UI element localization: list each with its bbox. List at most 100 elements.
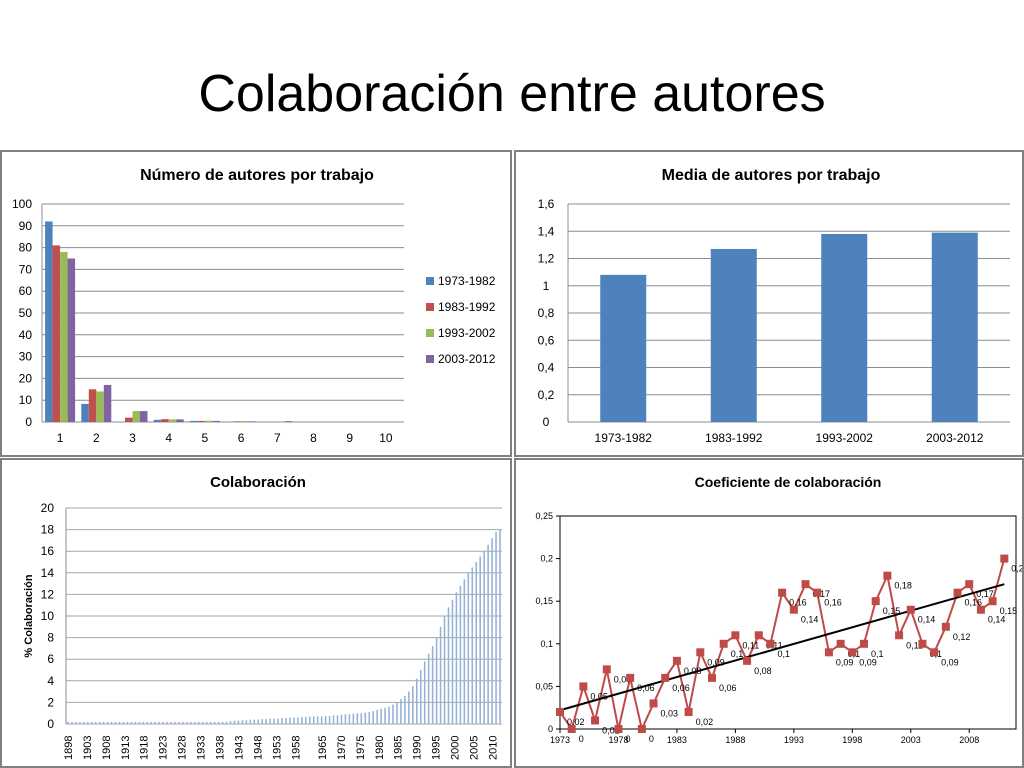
bar bbox=[241, 720, 244, 724]
bar bbox=[320, 716, 323, 724]
data-label: 0,18 bbox=[894, 581, 912, 591]
bar bbox=[79, 721, 81, 724]
bar bbox=[237, 720, 240, 724]
y-tick-label: 18 bbox=[41, 523, 55, 537]
bar bbox=[293, 717, 295, 724]
collaboration-chart: Colaboración 0 2 4 6 8 10 12 14 16 18 20 % Colaborac… bbox=[23, 474, 502, 760]
bar bbox=[483, 551, 485, 724]
x-tick-label: 2 bbox=[93, 431, 100, 445]
data-label: 0,07 bbox=[614, 674, 632, 684]
y-tick-label: 2 bbox=[47, 695, 54, 709]
bar bbox=[241, 421, 249, 422]
bar bbox=[118, 721, 121, 724]
bar bbox=[312, 716, 315, 724]
x-tick-label: 7 bbox=[274, 431, 281, 445]
bar bbox=[479, 556, 481, 724]
bar bbox=[102, 721, 105, 724]
bar bbox=[451, 599, 454, 724]
bar bbox=[396, 702, 398, 724]
bar bbox=[217, 721, 220, 724]
chart-panel-collab-coefficient: Coeficiente de colaboración 0 0,05 0,1 0,15 0… bbox=[514, 458, 1024, 768]
data-label: 0,03 bbox=[661, 708, 679, 718]
data-point bbox=[1000, 554, 1009, 563]
data-point bbox=[953, 588, 962, 597]
data-label: 0,1 bbox=[777, 649, 790, 659]
legend-label: 2003-2012 bbox=[438, 352, 496, 366]
bar bbox=[710, 248, 757, 422]
y-tick-label: 30 bbox=[19, 350, 33, 364]
bar bbox=[487, 544, 489, 724]
bar bbox=[96, 391, 104, 422]
bar bbox=[98, 721, 101, 724]
bar bbox=[305, 716, 307, 724]
bar bbox=[281, 718, 283, 724]
x-tick-label: 1938 bbox=[215, 736, 227, 760]
data-point bbox=[672, 656, 681, 665]
x-tick-label: 1908 bbox=[101, 736, 113, 760]
data-point bbox=[778, 588, 787, 597]
bar bbox=[161, 419, 169, 422]
bar bbox=[248, 421, 257, 422]
bar bbox=[190, 721, 192, 724]
y-tick-label: 16 bbox=[41, 544, 55, 558]
x-tick-label: 1988 bbox=[725, 735, 745, 745]
bar bbox=[45, 221, 53, 422]
data-label: 0,16 bbox=[965, 598, 983, 608]
data-point bbox=[836, 639, 845, 648]
data-label: 0,1 bbox=[731, 649, 744, 659]
data-point bbox=[883, 571, 892, 580]
data-label: 0,08 bbox=[684, 666, 702, 676]
chart-title: Colaboración bbox=[210, 474, 306, 491]
bar bbox=[392, 704, 394, 724]
data-point bbox=[941, 622, 950, 631]
y-tick-label: 1,2 bbox=[538, 252, 555, 266]
bar bbox=[277, 718, 279, 724]
x-tick-label: 1958 bbox=[290, 736, 302, 760]
y-tick-label: 0,15 bbox=[535, 596, 553, 606]
y-tick-label: 0 bbox=[25, 415, 32, 429]
x-tick-label: 1918 bbox=[139, 736, 151, 760]
bar bbox=[384, 707, 386, 724]
bar bbox=[154, 721, 156, 724]
data-label: 0,15 bbox=[1000, 606, 1018, 616]
bar bbox=[253, 719, 256, 724]
data-point bbox=[614, 725, 623, 733]
x-tick-label: 1953 bbox=[271, 736, 283, 760]
bar bbox=[491, 538, 493, 724]
y-tick-label: 8 bbox=[47, 631, 54, 645]
data-point bbox=[684, 707, 693, 716]
bar bbox=[336, 715, 339, 724]
bar bbox=[94, 721, 97, 724]
data-point bbox=[801, 580, 810, 589]
bar bbox=[340, 714, 343, 724]
legend-swatch bbox=[426, 303, 434, 311]
bar bbox=[142, 721, 145, 724]
data-point bbox=[918, 639, 927, 648]
x-tick-label: 1943 bbox=[234, 736, 246, 760]
x-tick-label: 10 bbox=[379, 431, 393, 445]
x-tick-label: 1970 bbox=[336, 736, 348, 760]
data-point bbox=[708, 673, 716, 682]
bar bbox=[348, 714, 351, 724]
y-tick-label: 0 bbox=[548, 724, 553, 734]
y-tick-label: 50 bbox=[19, 306, 33, 320]
bar bbox=[356, 713, 359, 724]
bar bbox=[380, 708, 382, 724]
mean-authors-chart: Media de autores por trabajo 0 0,2 0,4 0,6 0,… bbox=[538, 167, 1010, 445]
x-tick-label: 1973-1982 bbox=[595, 431, 653, 445]
bar bbox=[455, 592, 458, 724]
data-point bbox=[626, 673, 635, 682]
bar bbox=[344, 714, 347, 724]
x-tick-label: 1903 bbox=[82, 736, 94, 760]
bar bbox=[249, 719, 252, 724]
bar bbox=[423, 661, 426, 724]
x-tick-label: 1948 bbox=[252, 736, 264, 760]
bar bbox=[467, 572, 470, 724]
data-point bbox=[848, 648, 857, 657]
y-tick-label: 10 bbox=[41, 609, 55, 623]
bar bbox=[332, 715, 335, 724]
data-label: 0,12 bbox=[953, 632, 971, 642]
bar bbox=[439, 626, 442, 724]
bar bbox=[289, 717, 291, 724]
data-label: 0,11 bbox=[906, 640, 923, 650]
